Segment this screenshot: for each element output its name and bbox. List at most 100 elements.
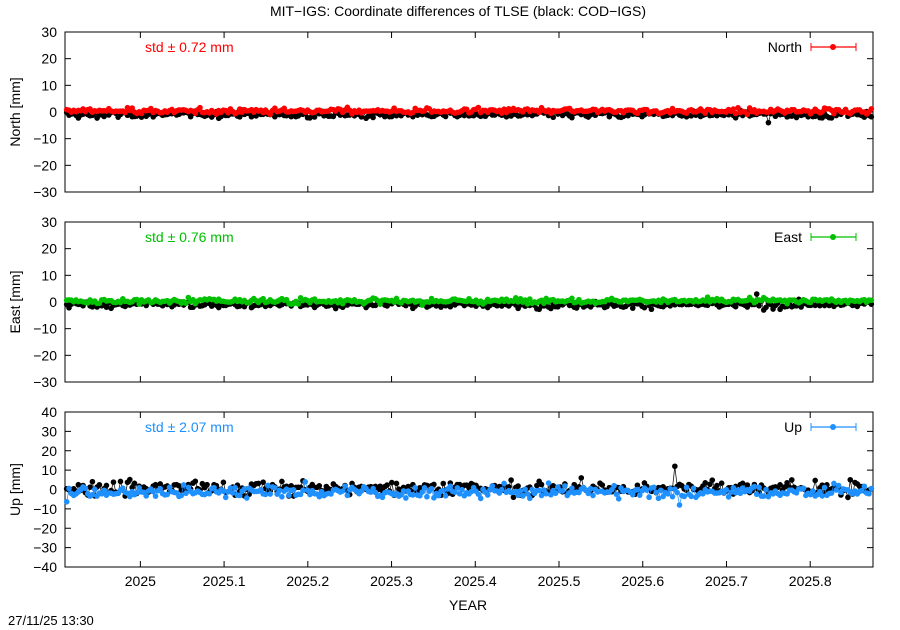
data-point xyxy=(206,490,213,497)
data-point xyxy=(599,482,606,488)
data-point xyxy=(236,492,243,499)
data-point xyxy=(590,492,596,499)
data-point xyxy=(559,488,566,494)
data-point xyxy=(452,489,458,495)
data-point xyxy=(763,486,769,493)
data-point xyxy=(134,489,140,496)
data-point xyxy=(566,489,573,496)
y-tick-label: −10 xyxy=(33,131,57,147)
data-point xyxy=(629,491,636,498)
data-point xyxy=(89,478,96,485)
data-point xyxy=(667,110,673,116)
data-point xyxy=(648,306,655,313)
data-point xyxy=(447,483,454,490)
y-tick-label: −30 xyxy=(33,540,57,556)
data-point xyxy=(653,489,659,496)
x-axis-label: YEAR xyxy=(449,597,487,613)
y-axis-label: North [mm] xyxy=(7,77,23,146)
data-point xyxy=(634,486,641,493)
data-point xyxy=(569,295,575,302)
data-point xyxy=(753,291,760,297)
data-point xyxy=(103,304,110,310)
data-point xyxy=(821,484,828,491)
data-point xyxy=(211,484,217,491)
data-point xyxy=(868,301,875,307)
data-point xyxy=(753,491,760,498)
data-point xyxy=(527,296,533,302)
data-point xyxy=(265,482,271,489)
data-point xyxy=(847,476,854,483)
data-point xyxy=(66,485,72,492)
data-point xyxy=(410,492,416,498)
data-point xyxy=(835,482,842,489)
data-point xyxy=(704,294,711,300)
data-point xyxy=(489,483,496,489)
data-point xyxy=(272,485,278,491)
y-tick-label: 20 xyxy=(41,443,57,459)
x-tick-label: 2025.4 xyxy=(454,573,497,589)
data-point xyxy=(828,490,835,496)
data-point xyxy=(134,296,140,303)
data-point xyxy=(817,488,823,495)
data-point xyxy=(440,480,447,487)
data-point xyxy=(456,490,463,497)
data-point xyxy=(690,485,697,492)
y-tick-label: −10 xyxy=(33,501,57,517)
data-point xyxy=(765,119,772,126)
data-point xyxy=(82,485,89,492)
data-point xyxy=(405,483,411,490)
data-point xyxy=(655,495,662,502)
data-point xyxy=(548,491,554,498)
data-point xyxy=(702,480,709,486)
y-tick-label: 10 xyxy=(41,462,57,478)
data-point xyxy=(183,300,189,307)
data-point xyxy=(744,482,751,488)
y-tick-label: 0 xyxy=(49,294,57,310)
data-point xyxy=(197,104,203,111)
data-point xyxy=(475,104,482,111)
data-point xyxy=(714,482,720,489)
legend-label: East xyxy=(774,229,802,245)
data-point xyxy=(311,114,318,120)
y-tick-label: 30 xyxy=(41,423,57,439)
data-point xyxy=(676,502,683,508)
data-point xyxy=(412,484,419,491)
data-point xyxy=(760,493,767,499)
data-point xyxy=(543,490,549,497)
data-point xyxy=(101,487,107,494)
data-point xyxy=(316,483,323,489)
y-tick-label: −20 xyxy=(33,157,57,173)
data-point xyxy=(739,480,746,487)
data-point xyxy=(435,492,442,499)
data-point xyxy=(164,491,171,498)
data-point xyxy=(220,479,227,486)
y-tick-label: 10 xyxy=(41,77,57,93)
data-point xyxy=(613,491,620,497)
data-point xyxy=(157,485,164,492)
data-point xyxy=(136,484,142,491)
data-point xyxy=(276,487,283,494)
data-point xyxy=(641,304,648,311)
data-point xyxy=(131,480,138,487)
data-point xyxy=(421,485,428,491)
x-tick-label: 2025.3 xyxy=(370,573,413,589)
y-tick-label: 10 xyxy=(41,267,57,283)
data-point xyxy=(330,113,337,120)
data-point xyxy=(665,490,671,497)
chart-panels: 30 20 10 0 −10 −20 −30 North [mm] std ± 0.72 mm N… xyxy=(7,24,875,589)
data-point xyxy=(342,483,348,489)
data-point xyxy=(297,491,304,498)
data-point xyxy=(260,479,266,485)
data-point xyxy=(75,481,82,488)
data-point xyxy=(431,495,437,501)
data-point xyxy=(709,477,716,483)
data-point xyxy=(562,483,568,489)
data-point xyxy=(110,479,117,485)
data-point xyxy=(419,489,426,495)
data-point xyxy=(751,483,758,490)
data-point xyxy=(178,492,185,499)
data-point xyxy=(519,493,526,499)
data-point xyxy=(152,493,159,499)
data-point xyxy=(606,113,613,120)
data-point xyxy=(96,482,103,488)
